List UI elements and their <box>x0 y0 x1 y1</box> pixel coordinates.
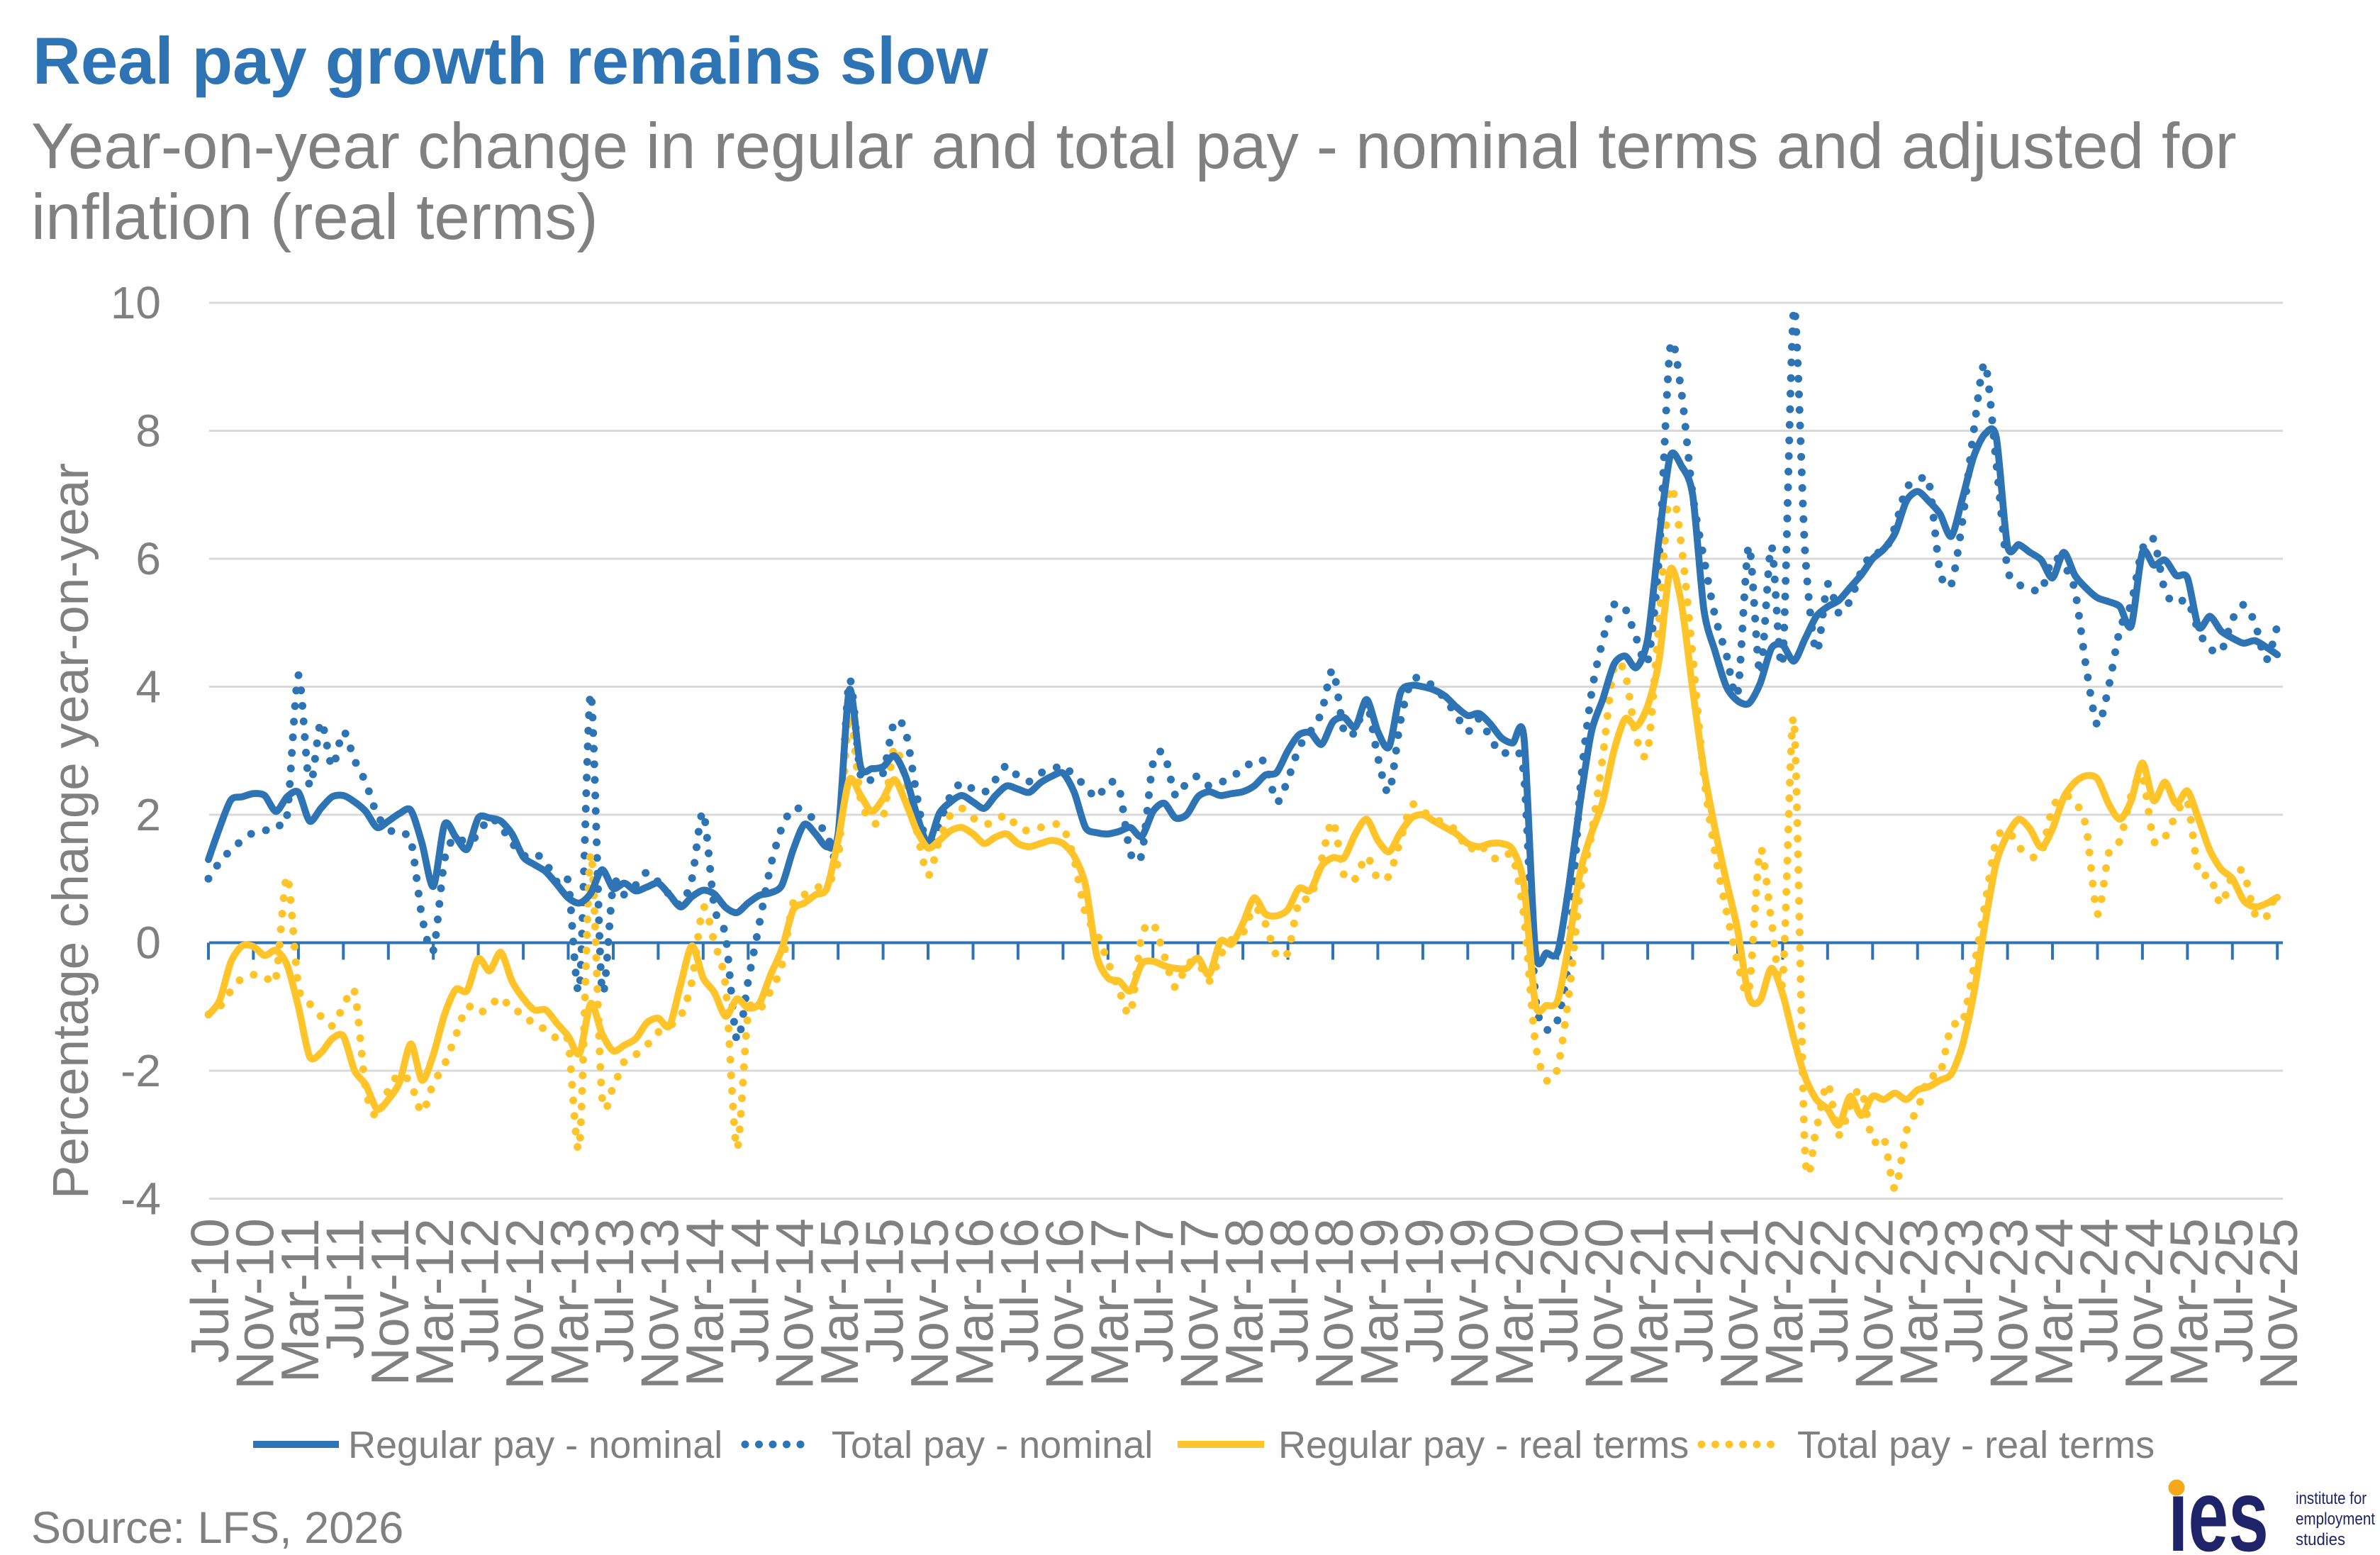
svg-text:Regular pay - nominal: Regular pay - nominal <box>348 1424 722 1466</box>
svg-text:Mar-16: Mar-16 <box>945 1218 1005 1387</box>
svg-text:Total pay - real terms: Total pay - real terms <box>1797 1424 2155 1466</box>
svg-text:ıes: ıes <box>2168 1457 2269 1555</box>
svg-text:Nov-22: Nov-22 <box>1844 1218 1904 1390</box>
svg-text:Nov-16: Nov-16 <box>1034 1218 1094 1390</box>
svg-text:employment: employment <box>2296 1510 2375 1529</box>
svg-text:Percentage change year-on-year: Percentage change year-on-year <box>43 463 99 1199</box>
svg-text:Year-on-year change in regular: Year-on-year change in regular and total… <box>31 111 2237 182</box>
svg-text:Jul-18: Jul-18 <box>1260 1218 1319 1363</box>
svg-text:Jul-17: Jul-17 <box>1124 1218 1184 1363</box>
svg-text:Jul-19: Jul-19 <box>1395 1218 1454 1363</box>
svg-text:10: 10 <box>111 277 161 328</box>
svg-text:4: 4 <box>135 662 161 713</box>
svg-text:Mar-22: Mar-22 <box>1754 1218 1814 1387</box>
svg-text:Nov-25: Nov-25 <box>2249 1218 2308 1390</box>
svg-text:Mar-15: Mar-15 <box>810 1218 869 1387</box>
svg-text:Mar-13: Mar-13 <box>540 1218 600 1387</box>
svg-text:Nov-12: Nov-12 <box>495 1218 554 1390</box>
svg-text:Jul-25: Jul-25 <box>2204 1218 2264 1363</box>
svg-text:6: 6 <box>135 533 161 584</box>
svg-text:Jul-21: Jul-21 <box>1665 1218 1724 1363</box>
svg-text:Jul-10: Jul-10 <box>180 1218 240 1363</box>
svg-text:Jul-23: Jul-23 <box>1934 1218 1994 1363</box>
svg-text:Mar-19: Mar-19 <box>1349 1218 1409 1387</box>
svg-text:Jul-16: Jul-16 <box>990 1218 1049 1363</box>
svg-text:Regular pay - real terms: Regular pay - real terms <box>1278 1424 1689 1466</box>
svg-text:Jul-24: Jul-24 <box>2069 1218 2129 1363</box>
svg-text:Jul-12: Jul-12 <box>450 1218 510 1363</box>
svg-text:Mar-24: Mar-24 <box>2024 1218 2084 1387</box>
svg-text:Source: LFS, 2026: Source: LFS, 2026 <box>31 1503 403 1553</box>
svg-text:Mar-17: Mar-17 <box>1080 1218 1139 1387</box>
svg-text:Mar-18: Mar-18 <box>1214 1218 1274 1387</box>
svg-text:Jul-15: Jul-15 <box>855 1218 915 1363</box>
svg-text:Jul-11: Jul-11 <box>315 1218 374 1359</box>
svg-text:Total pay - nominal: Total pay - nominal <box>832 1424 1153 1466</box>
svg-text:Mar-21: Mar-21 <box>1619 1218 1679 1387</box>
svg-text:Nov-20: Nov-20 <box>1575 1218 1634 1390</box>
svg-text:Mar-12: Mar-12 <box>405 1218 464 1387</box>
svg-text:Nov-15: Nov-15 <box>900 1218 959 1390</box>
svg-text:Jul-20: Jul-20 <box>1529 1218 1589 1363</box>
svg-text:Nov-17: Nov-17 <box>1170 1218 1229 1390</box>
svg-text:institute for: institute for <box>2296 1489 2367 1508</box>
svg-text:Nov-21: Nov-21 <box>1709 1218 1769 1390</box>
svg-text:-2: -2 <box>121 1045 161 1096</box>
svg-text:Nov-10: Nov-10 <box>225 1218 284 1390</box>
svg-text:studies: studies <box>2296 1530 2345 1549</box>
svg-text:Jul-13: Jul-13 <box>585 1218 644 1363</box>
svg-text:Nov-14: Nov-14 <box>765 1218 825 1390</box>
svg-text:Nov-11: Nov-11 <box>360 1218 420 1386</box>
svg-text:Jul-14: Jul-14 <box>720 1218 779 1363</box>
svg-text:Mar-14: Mar-14 <box>675 1218 734 1387</box>
svg-text:Nov-23: Nov-23 <box>1979 1218 2039 1390</box>
svg-text:8: 8 <box>135 406 161 457</box>
svg-text:Mar-20: Mar-20 <box>1485 1218 1544 1387</box>
svg-text:Nov-19: Nov-19 <box>1439 1218 1499 1390</box>
svg-text:Jul-22: Jul-22 <box>1799 1218 1859 1363</box>
svg-text:Nov-24: Nov-24 <box>2114 1218 2174 1390</box>
svg-text:Real pay growth remains slow: Real pay growth remains slow <box>33 23 989 98</box>
svg-text:0: 0 <box>135 918 161 969</box>
svg-text:Nov-13: Nov-13 <box>630 1218 689 1390</box>
svg-text:inflation (real terms): inflation (real terms) <box>31 182 598 253</box>
svg-text:Mar-11: Mar-11 <box>270 1218 330 1383</box>
svg-text:Mar-23: Mar-23 <box>1889 1218 1949 1387</box>
svg-text:2: 2 <box>135 789 161 840</box>
svg-text:-4: -4 <box>121 1174 161 1225</box>
svg-text:Nov-18: Nov-18 <box>1304 1218 1364 1390</box>
svg-text:Mar-25: Mar-25 <box>2159 1218 2218 1387</box>
